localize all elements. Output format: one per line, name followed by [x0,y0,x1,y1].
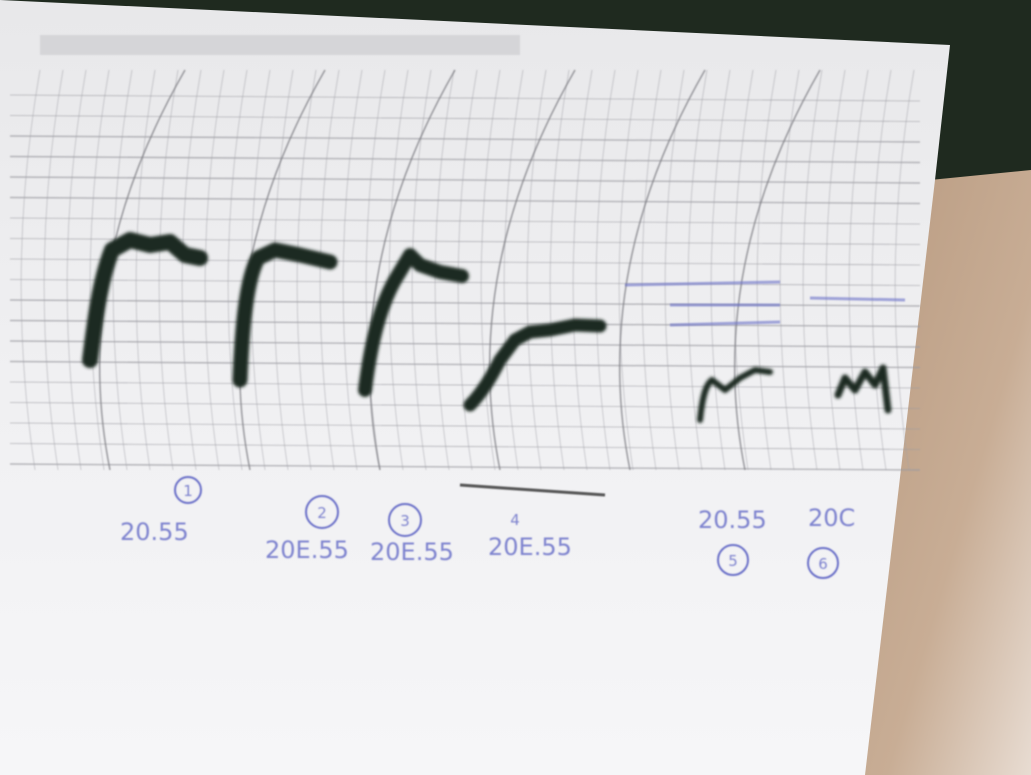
label-number: 5 [728,552,738,570]
photo: 1 20.55 2 20E.55 3 20E.55 4 20E.55 20.55… [0,0,1031,775]
label-value: 20.55 [698,506,767,534]
label-number: 2 [317,504,327,522]
label-value: 20.55 [120,518,189,546]
header-strip [40,35,520,55]
scribble [810,298,905,300]
label-number: 1 [183,482,193,500]
page: 1 20.55 2 20E.55 3 20E.55 4 20E.55 20.55… [0,0,1031,775]
label-value: 20E.55 [265,536,349,564]
label-value: 20E.55 [488,533,572,561]
label-number: 4 [510,511,520,529]
label-value: 20E.55 [370,538,454,566]
label-number: 6 [818,555,828,573]
label-number: 3 [400,512,410,530]
label-value: 20C [808,504,855,532]
